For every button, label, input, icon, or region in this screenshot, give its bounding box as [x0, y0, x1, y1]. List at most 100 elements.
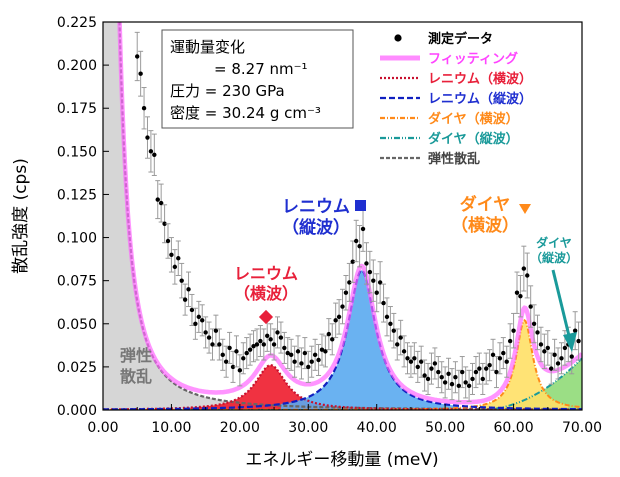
data-point: [452, 361, 458, 394]
point-marker: [381, 300, 386, 306]
data-point: [326, 318, 332, 351]
point-marker: [371, 278, 376, 283]
point-marker: [230, 364, 236, 370]
point-marker: [343, 290, 349, 295]
point-marker: [213, 328, 219, 333]
data-point: [483, 352, 489, 385]
point-marker: [405, 356, 410, 361]
data-point: [463, 366, 469, 399]
data-point: [538, 326, 544, 363]
point-marker: [237, 368, 243, 373]
data-point: [165, 223, 171, 259]
data-point: [199, 304, 205, 337]
point-marker: [528, 304, 533, 309]
data-point: [497, 342, 503, 375]
y-tick-label: 0.225: [57, 15, 97, 31]
x-tick-label: 20.00: [220, 420, 260, 436]
data-point: [357, 224, 363, 268]
data-point: [230, 350, 236, 383]
legend: 測定データ フィッティング レニウム（横波） レニウム（縦波） ダイヤ（横波） …: [380, 31, 532, 167]
point-marker: [182, 297, 188, 302]
data-point: [480, 362, 486, 395]
point-marker: [309, 359, 314, 364]
data-point: [401, 335, 407, 368]
data-point: [244, 337, 250, 370]
data-point: [302, 337, 308, 370]
annotation-dia-ta: ダイヤ （横波）: [451, 194, 531, 236]
data-point: [333, 302, 339, 339]
annotation-dia-ta-triangle-marker: [519, 204, 531, 214]
fill-dia-ta: [479, 320, 569, 410]
curve-dia-ta: [103, 318, 582, 410]
point-marker: [336, 314, 342, 320]
data-point: [374, 273, 380, 313]
point-marker: [261, 342, 267, 347]
data-point: [203, 316, 209, 349]
point-marker: [319, 347, 325, 352]
data-point: [172, 249, 178, 285]
data-point: [442, 366, 448, 399]
point-marker: [555, 361, 561, 366]
data-point: [394, 328, 400, 361]
point-marker: [487, 362, 492, 368]
annotation-dia-ta-line1: ダイヤ: [460, 194, 511, 215]
point-marker: [189, 307, 195, 313]
data-point: [340, 288, 345, 325]
annotation-re-ta: レニウム （横波）: [234, 264, 298, 325]
data-point: [189, 293, 195, 327]
point-marker: [145, 135, 150, 140]
point-marker: [196, 314, 201, 320]
data-point: [391, 312, 397, 349]
point-marker: [176, 256, 181, 261]
annotation-re-la: レニウム （縦波）: [282, 197, 366, 238]
data-point: [470, 362, 476, 395]
point-marker: [388, 321, 393, 326]
point-marker: [442, 380, 448, 385]
point-marker: [265, 333, 270, 339]
y-axis-ticks: 0.000 0.025 0.050 0.075 0.100 0.125 0.150 0.175…: [57, 15, 109, 419]
point-marker: [169, 252, 174, 257]
data-point: [422, 359, 428, 392]
data-point: [456, 369, 462, 402]
point-marker: [542, 349, 547, 354]
data-point: [459, 356, 465, 389]
point-marker: [429, 366, 434, 371]
point-marker: [494, 369, 499, 375]
point-marker: [326, 331, 332, 337]
y-tick-label: 0.100: [57, 231, 97, 247]
data-point: [223, 345, 229, 378]
point-marker: [549, 366, 554, 371]
point-marker: [312, 352, 318, 358]
point-marker: [200, 318, 205, 323]
point-marker: [316, 357, 321, 363]
point-marker: [360, 226, 366, 232]
point-marker: [453, 375, 458, 380]
data-point: [466, 369, 472, 402]
fill-re-ta: [185, 365, 377, 410]
point-marker: [466, 383, 472, 389]
data-point: [237, 354, 243, 387]
point-marker: [217, 342, 222, 347]
data-point: [541, 333, 547, 370]
data-point: [411, 342, 417, 375]
data-point: [254, 328, 260, 361]
info-pressure: 圧力 = 230 GPa: [170, 82, 285, 100]
info-momentum-value: = 8.27 nm⁻¹: [214, 60, 308, 78]
point-marker: [364, 261, 369, 266]
point-marker: [425, 376, 431, 382]
point-marker: [525, 273, 530, 278]
data-point: [186, 271, 192, 308]
component-fills: [103, 22, 582, 410]
point-marker: [518, 293, 523, 299]
legend-label-re-ta: レニウム（横波）: [428, 71, 532, 87]
point-marker: [374, 290, 379, 295]
data-point: [134, 31, 140, 82]
y-tick-label: 0.050: [57, 317, 97, 333]
curve-fit: [117, 22, 582, 405]
legend-label-dia-ta: ダイヤ（横波）: [428, 111, 519, 127]
legend-label-measured: 測定データ: [428, 31, 493, 47]
data-point: [292, 345, 298, 378]
point-marker: [507, 338, 513, 344]
x-axis-ticks: 0.00 10.00 20.00 30.00 40.00 50.00 60.00 70.00: [87, 404, 602, 436]
